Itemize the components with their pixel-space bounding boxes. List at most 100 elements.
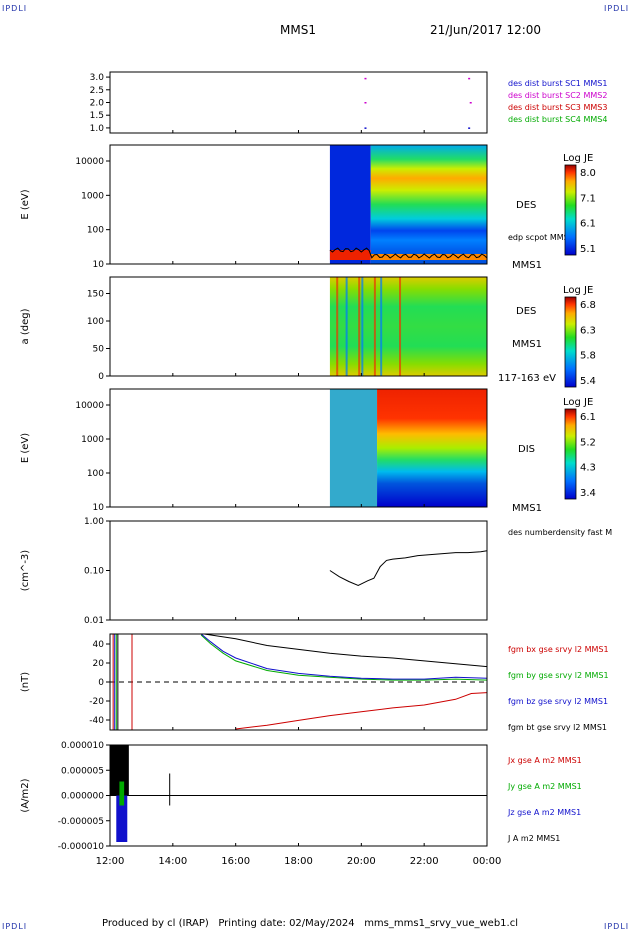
colorbar (564, 408, 577, 500)
field-line (200, 633, 488, 680)
y-tick-label: -0.000010 (58, 842, 104, 852)
y-axis-label: a (deg) (20, 308, 31, 344)
colorbar-title: Log JE (563, 285, 593, 296)
y-tick-label: 20 (93, 659, 105, 669)
des-pitch-block (329, 277, 487, 376)
legend-entry: fgm bt gse srvy l2 MMS1 (508, 723, 607, 732)
edp-scpot-line (329, 247, 488, 259)
field-line (204, 633, 488, 668)
panel-frame (109, 71, 488, 134)
legend-entry: Jx gse A m2 MMS1 (507, 756, 582, 765)
y-axis-label: E (eV) (20, 433, 31, 463)
right-label: 117-163 eV (498, 373, 556, 384)
right-label: edp scpot MMS1 (508, 233, 574, 242)
y-tick-label: 2.5 (90, 86, 104, 96)
des-energy-early-block (329, 145, 371, 264)
des-energy-early-lowband (329, 250, 371, 260)
y-tick-label: 150 (87, 290, 104, 300)
y-tick-label: 0.000010 (61, 741, 104, 751)
y-tick-label: 0 (98, 372, 104, 382)
x-tick-label: 14:00 (158, 856, 187, 867)
y-axis-label: E (eV) (20, 189, 31, 219)
burst-marker (364, 102, 367, 104)
corner-logo-left: IPDLI (2, 4, 28, 13)
right-label: MMS1 (512, 260, 542, 271)
field-line (200, 634, 488, 681)
des-energy-lowband (370, 254, 487, 260)
des-pitch-stripe (380, 277, 383, 376)
burst-marker (469, 102, 472, 104)
legend-entry: fgm bx gse srvy l2 MMS1 (508, 645, 609, 654)
y-tick-label: 0.01 (84, 616, 104, 626)
x-tick-label: 12:00 (96, 856, 125, 867)
colorbar (564, 296, 577, 388)
y-tick-label: 10 (93, 503, 105, 513)
y-tick-label: 3.0 (90, 73, 105, 83)
x-tick-label: 20:00 (347, 856, 376, 867)
y-tick-label: 10000 (75, 401, 104, 411)
colorbar-title: Log JE (563, 153, 593, 164)
density-line (329, 550, 488, 586)
right-label: MMS1 (512, 503, 542, 514)
legend-entry: fgm by gse srvy l2 MMS1 (508, 671, 609, 680)
colorbar-tick-label: 6.3 (580, 325, 596, 336)
des-pitch-stripe (345, 277, 348, 376)
legend-entry: des dist burst SC1 MMS1 (508, 79, 607, 88)
legend-entry: des dist burst SC3 MMS3 (508, 103, 607, 112)
footer-credit: Produced by cl (IRAP) Printing date: 02/… (102, 918, 519, 929)
current-burst-green (119, 781, 125, 806)
colorbar-title: Log JE (563, 397, 593, 408)
legend-entry: Jz gse A m2 MMS1 (507, 808, 581, 817)
colorbar-tick-label: 6.1 (580, 412, 596, 423)
des-pitch-stripe (358, 277, 361, 376)
right-label: MMS1 (512, 339, 542, 350)
legend-entry: des dist burst SC2 MMS2 (508, 91, 607, 100)
corner-logo-bottom-left: IPDLI (2, 922, 28, 931)
colorbar-tick-label: 4.3 (580, 463, 596, 474)
y-axis-label: (cm^-3) (20, 550, 31, 591)
right-label: DIS (518, 444, 535, 455)
des-pitch-stripe (336, 277, 339, 376)
y-tick-label: 0 (98, 678, 104, 688)
x-tick-label: 18:00 (284, 856, 313, 867)
current-burst-blue (116, 795, 128, 842)
y-tick-label: 100 (87, 469, 104, 479)
y-tick-label: 0.10 (84, 567, 104, 577)
corner-logo-bottom-right: IPDLI (604, 922, 630, 931)
colorbar-tick-label: 5.1 (580, 244, 596, 255)
legend-entry: des dist burst SC4 MMS4 (508, 115, 607, 124)
legend-entry: fgm bz gse srvy l2 MMS1 (508, 697, 608, 706)
x-tick-label: 16:00 (221, 856, 250, 867)
burst-marker (364, 127, 367, 129)
y-tick-label: 1.00 (84, 517, 104, 527)
colorbar-tick-label: 5.2 (580, 437, 596, 448)
page-title: MMS1 (280, 23, 316, 37)
legend-entry: Jy gse A m2 MMS1 (507, 782, 582, 791)
des-energy-main-block (370, 145, 487, 264)
y-tick-label: 100 (87, 226, 104, 236)
y-tick-label: 0.000000 (61, 792, 104, 802)
des-pitch-stripe (399, 277, 402, 376)
corner-logo-right: IPDLI (604, 4, 630, 13)
page-date: 21/Jun/2017 12:00 (430, 23, 542, 37)
y-tick-label: 40 (93, 640, 105, 650)
legend-entry: J A m2 MMS1 (507, 834, 560, 843)
des-pitch-stripe (361, 277, 364, 376)
burst-marker (364, 77, 367, 80)
y-tick-label: 10 (93, 260, 105, 270)
y-axis-label: (A/m2) (20, 778, 31, 812)
y-axis-label: (nT) (20, 672, 31, 692)
colorbar-tick-label: 6.1 (580, 219, 596, 230)
y-tick-label: 50 (93, 345, 105, 355)
burst-marker (468, 127, 471, 129)
y-tick-label: 1.5 (90, 111, 104, 121)
burst-marker (468, 77, 471, 80)
colorbar (564, 164, 577, 256)
y-tick-label: -20 (89, 697, 104, 707)
y-tick-label: 100 (87, 317, 104, 327)
right-label: DES (516, 200, 536, 211)
field-line (235, 692, 488, 730)
colorbar-tick-label: 3.4 (580, 488, 596, 499)
dis-energy-early-block (329, 389, 378, 507)
